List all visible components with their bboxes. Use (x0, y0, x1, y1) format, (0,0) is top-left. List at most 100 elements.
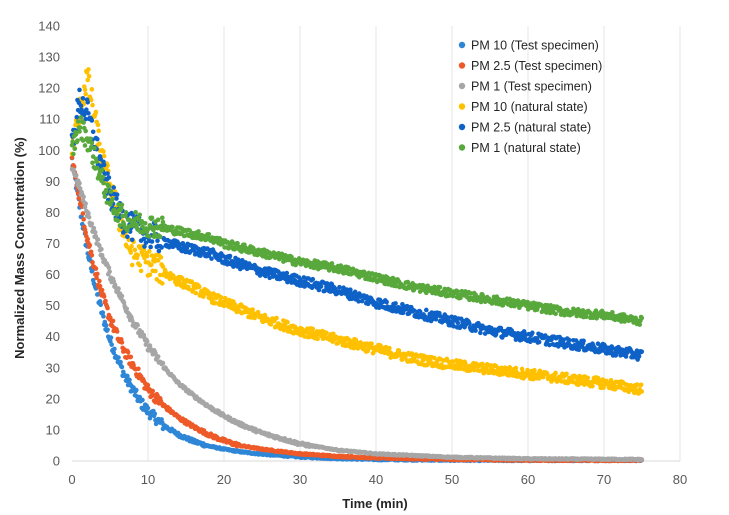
data-point (80, 95, 86, 101)
data-point (447, 287, 453, 293)
x-tick-label: 20 (217, 472, 231, 487)
data-point (536, 339, 542, 345)
data-point (87, 242, 93, 248)
data-point (144, 339, 150, 344)
data-point (218, 295, 224, 300)
x-tick-label: 60 (521, 472, 535, 487)
data-point (137, 212, 143, 218)
data-point (553, 311, 558, 317)
y-tick-label: 140 (38, 19, 60, 34)
x-tick-label: 0 (68, 472, 75, 487)
data-point (417, 289, 423, 294)
data-point (114, 329, 120, 334)
data-point (153, 268, 158, 274)
data-point (471, 367, 477, 373)
data-point (111, 350, 117, 356)
data-point (148, 244, 153, 250)
x-tick-label: 30 (293, 472, 307, 487)
data-point (142, 221, 148, 226)
data-point (112, 346, 117, 352)
data-point (160, 264, 166, 269)
data-point (93, 109, 99, 115)
data-point (85, 77, 91, 83)
data-point (155, 258, 161, 263)
data-point (564, 371, 569, 377)
y-tick-label: 20 (46, 391, 60, 406)
data-point (129, 244, 134, 249)
data-point (129, 237, 135, 243)
data-point (98, 302, 104, 308)
data-point (103, 298, 108, 304)
data-point (84, 107, 89, 113)
data-point (417, 309, 423, 315)
data-point (125, 234, 130, 240)
data-point (206, 231, 212, 237)
data-point (149, 262, 154, 268)
data-point (507, 365, 513, 370)
data-point (303, 263, 309, 269)
data-point (119, 340, 125, 345)
data-point (143, 240, 149, 245)
data-point (124, 306, 130, 311)
data-point (81, 217, 86, 222)
data-point (97, 141, 102, 147)
data-point (196, 284, 202, 290)
data-point (106, 265, 112, 271)
data-point (352, 289, 358, 295)
data-point (133, 209, 138, 215)
data-point (99, 167, 105, 172)
data-point (478, 330, 483, 336)
y-tick-label: 60 (46, 267, 60, 282)
data-point (146, 234, 152, 239)
data-point (119, 202, 125, 208)
data-point (83, 116, 88, 122)
data-point (83, 201, 88, 206)
data-point (85, 236, 91, 242)
data-point (100, 310, 106, 315)
data-point (639, 349, 645, 354)
data-point (101, 294, 107, 299)
y-tick-label: 50 (46, 298, 60, 313)
data-point (530, 330, 535, 336)
data-point (89, 118, 95, 123)
data-point (136, 366, 141, 372)
data-point (145, 405, 151, 411)
x-tick-label: 80 (673, 472, 687, 487)
data-point (151, 227, 156, 233)
data-point (157, 272, 163, 278)
data-point (82, 87, 88, 92)
data-point (525, 367, 530, 373)
data-point (262, 312, 268, 318)
data-point (231, 264, 236, 269)
data-point (77, 180, 82, 186)
data-point (455, 320, 461, 326)
data-point (69, 142, 75, 148)
data-point (150, 388, 156, 394)
data-point (348, 287, 353, 292)
data-point (77, 129, 82, 134)
data-point (356, 299, 361, 304)
data-point (127, 377, 132, 383)
data-point (424, 354, 429, 360)
y-tick-label: 10 (46, 422, 60, 437)
data-point (232, 246, 238, 252)
data-point (316, 287, 322, 293)
data-point (90, 129, 96, 135)
data-point (248, 315, 254, 320)
tick-labels: 0 10 20 30 40 50 60 70 8001020304050607080901001… (38, 19, 687, 488)
series-points (69, 115, 645, 327)
data-point (70, 139, 75, 144)
data-point (147, 272, 153, 278)
data-point (94, 159, 99, 164)
data-point (83, 128, 88, 134)
data-point (101, 180, 106, 186)
data-point (553, 370, 558, 376)
data-point (157, 234, 163, 239)
data-point (99, 246, 104, 252)
data-point (78, 103, 84, 108)
data-point (387, 345, 392, 351)
data-point (129, 262, 135, 268)
data-point (155, 354, 161, 359)
data-point (408, 359, 414, 364)
data-point (139, 219, 145, 224)
